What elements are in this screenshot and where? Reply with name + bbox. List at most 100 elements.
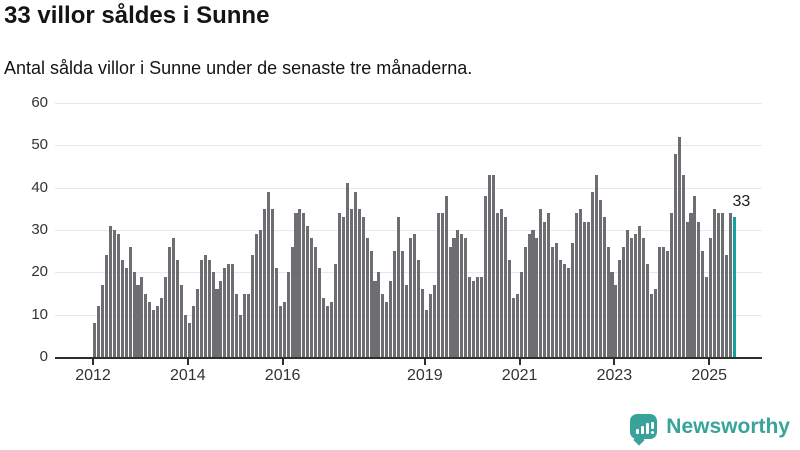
bar	[258, 230, 262, 357]
bar	[373, 280, 377, 357]
bar	[649, 293, 654, 357]
last-value-label: 33	[732, 193, 751, 211]
bar	[531, 230, 535, 357]
bar	[140, 276, 144, 357]
bar	[578, 208, 582, 357]
bar	[326, 306, 330, 357]
bar	[318, 268, 322, 357]
bar	[148, 301, 152, 357]
bar	[713, 208, 717, 357]
bar	[693, 196, 697, 357]
bar	[519, 272, 523, 357]
x-tick	[92, 359, 94, 365]
x-tick	[186, 359, 189, 365]
bar	[488, 174, 492, 357]
bar	[507, 259, 511, 357]
x-tick-label: 2014	[170, 367, 206, 384]
bar	[251, 255, 255, 357]
bar	[112, 230, 116, 357]
bar	[337, 213, 341, 357]
gridline	[55, 230, 762, 231]
bar	[211, 272, 215, 357]
chart-subtitle: Antal sålda villor i Sunne under de sena…	[4, 58, 473, 78]
bar	[440, 213, 444, 357]
bar	[389, 280, 393, 357]
bar	[709, 238, 713, 357]
gridline	[55, 314, 762, 316]
bar	[567, 268, 571, 357]
bar	[341, 217, 345, 357]
bar	[401, 251, 405, 357]
bar	[397, 217, 401, 357]
bar	[175, 259, 180, 357]
bar	[104, 255, 108, 357]
bar	[717, 213, 721, 357]
bar	[677, 136, 681, 357]
bar	[452, 238, 456, 357]
bar	[235, 293, 239, 357]
y-tick-label: 0	[39, 348, 48, 365]
bar	[594, 174, 598, 357]
bar	[515, 293, 519, 357]
bar	[602, 217, 606, 357]
bar	[432, 285, 436, 357]
bar	[412, 234, 417, 357]
bar	[128, 246, 132, 357]
bar	[511, 297, 515, 357]
bar	[642, 238, 646, 357]
bar	[239, 314, 243, 357]
bar	[551, 246, 555, 357]
gridline	[55, 145, 762, 147]
y-tick-label: 20	[31, 263, 48, 281]
bar	[614, 285, 618, 357]
bar	[725, 255, 729, 357]
bar	[464, 238, 468, 357]
bar	[207, 259, 211, 357]
bar	[100, 285, 104, 357]
y-tick-label: 60	[31, 94, 48, 111]
bar	[436, 213, 440, 357]
bar	[93, 323, 97, 357]
x-tick	[708, 359, 711, 365]
y-tick-label: 50	[31, 136, 48, 154]
bar	[381, 293, 385, 357]
bar	[183, 314, 187, 357]
bar	[322, 297, 326, 357]
bar	[630, 238, 634, 357]
newsworthy-chart-bubble-icon	[630, 413, 658, 446]
bar	[96, 306, 101, 357]
x-tick-label: 2021	[501, 367, 538, 384]
bar	[179, 285, 183, 357]
bar	[539, 208, 543, 357]
bar	[254, 234, 259, 357]
x-tick	[518, 359, 521, 365]
bar	[460, 234, 464, 357]
bar	[653, 289, 657, 357]
bar	[294, 213, 298, 357]
bar	[638, 225, 642, 357]
bar	[472, 280, 476, 357]
bar	[634, 234, 638, 357]
bar	[535, 238, 539, 357]
bar	[357, 208, 361, 357]
bar	[243, 293, 247, 357]
chart-title: 33 villor såldes i Sunne	[4, 2, 270, 29]
x-tick	[613, 359, 616, 365]
bar	[669, 213, 673, 357]
bar	[527, 234, 531, 357]
bar	[606, 246, 610, 357]
bar	[361, 217, 365, 357]
bar	[219, 280, 223, 357]
bar	[227, 263, 231, 357]
bar	[570, 242, 575, 357]
bar	[626, 230, 630, 357]
newsworthy-logo[interactable]: Newsworthy	[630, 410, 790, 446]
bar	[278, 306, 282, 357]
x-tick-label: 2016	[264, 367, 301, 384]
bar	[685, 221, 689, 357]
bar	[705, 276, 709, 357]
bar	[409, 238, 413, 357]
bar	[199, 259, 203, 357]
bar	[187, 323, 191, 357]
bar	[701, 251, 705, 357]
